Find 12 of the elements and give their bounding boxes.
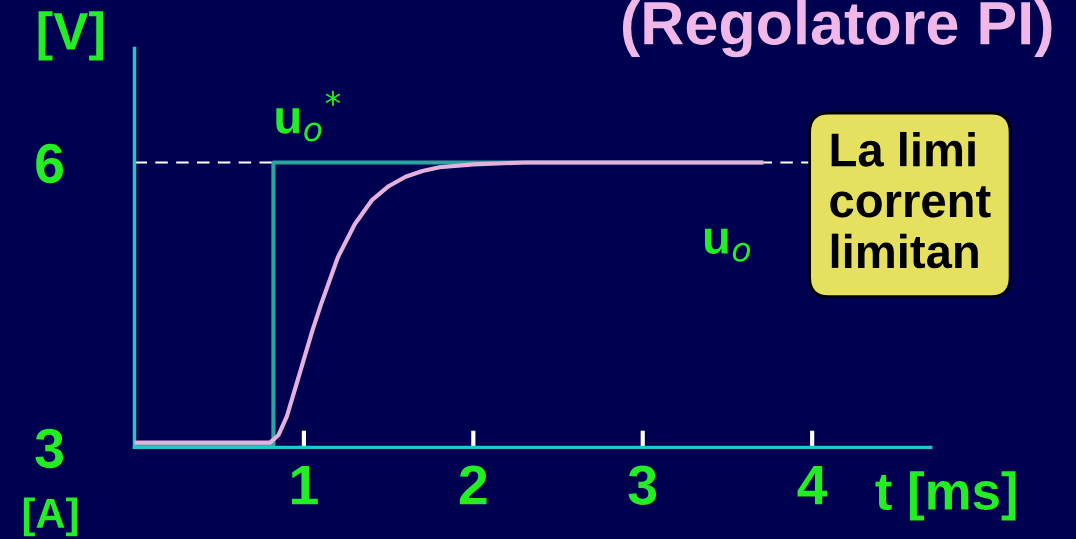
text: [A] — [23, 497, 78, 537]
chart-title: (Regolatore PI) — [622, 0, 1052, 58]
x-tick-label: 3 — [628, 465, 657, 505]
x-tick-label: 1 — [291, 466, 318, 505]
series-label: u$_{o}$ — [704, 228, 751, 262]
series-label: u$_{o}$$^{*}$ — [276, 90, 341, 142]
x-tick-label: 4 — [797, 466, 828, 505]
x-axis-title: t [ms] — [875, 471, 1016, 521]
y-tick-label: 6 — [36, 143, 64, 184]
annotation: La limi corrent limitan — [830, 131, 991, 269]
x-tick-label: 2 — [459, 465, 487, 505]
y-axis-title: [V] — [38, 11, 104, 61]
